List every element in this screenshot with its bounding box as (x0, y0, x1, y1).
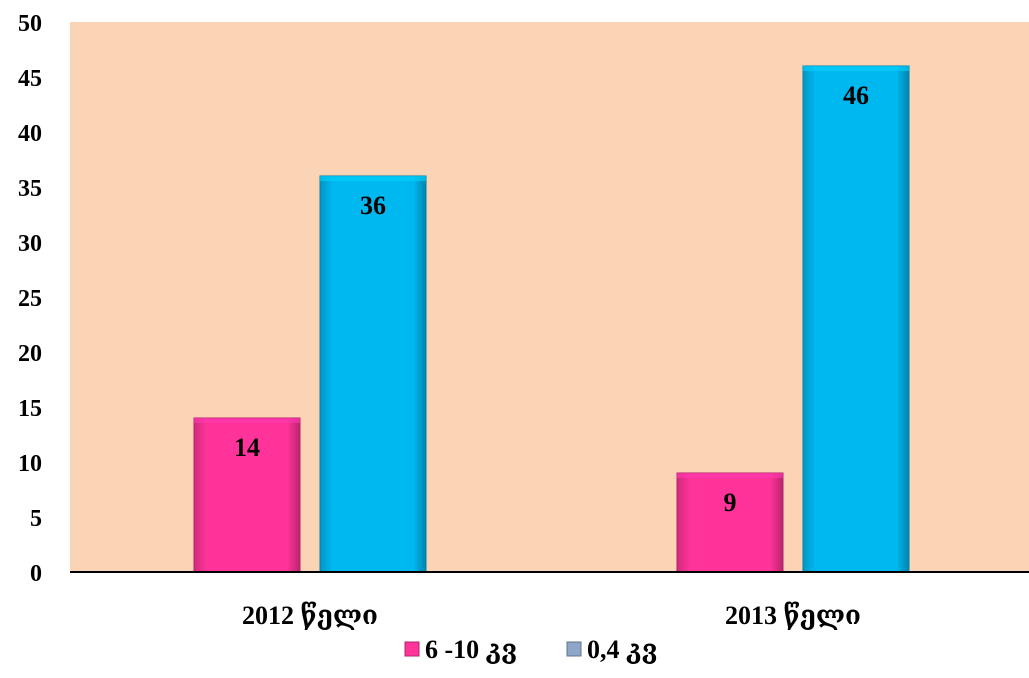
data-labels: 14 36 9 46 (234, 81, 869, 517)
data-label: 36 (360, 191, 386, 220)
y-tick-label: 15 (18, 396, 42, 422)
y-tick-label: 35 (18, 176, 42, 202)
y-tick-label: 25 (18, 286, 42, 312)
y-tick-label: 0 (30, 561, 42, 587)
bar-highlight (677, 473, 783, 478)
bars (193, 65, 910, 573)
data-label: 14 (234, 433, 260, 462)
data-label: 46 (843, 81, 869, 110)
bar-highlight (803, 66, 909, 71)
y-tick-label: 5 (30, 506, 42, 532)
bar-highlight (320, 176, 426, 181)
y-tick-label: 10 (18, 451, 42, 477)
legend-swatch (566, 641, 582, 657)
y-tick-label: 50 (18, 11, 42, 37)
bar-highlight (194, 418, 300, 423)
legend-swatch (404, 641, 420, 657)
y-tick-label: 30 (18, 231, 42, 257)
bar (802, 65, 910, 573)
bar (193, 417, 301, 573)
y-tick-label: 20 (18, 341, 42, 367)
y-axis: 0 5 10 15 20 25 30 35 40 45 50 (18, 11, 42, 587)
x-axis-labels: 2012 წელი 2013 წელი (242, 601, 861, 630)
legend-label: 6 -10 კვ (425, 635, 517, 664)
x-tick-label: 2013 წელი (725, 601, 861, 630)
bar (319, 175, 427, 573)
data-label: 9 (724, 488, 737, 517)
x-tick-label: 2012 წელი (242, 601, 378, 630)
y-tick-label: 40 (18, 121, 42, 147)
legend: 6 -10 კვ 0,4 კვ (404, 635, 657, 664)
bar (676, 472, 784, 573)
y-tick-label: 45 (18, 66, 42, 92)
legend-label: 0,4 კვ (587, 635, 657, 664)
